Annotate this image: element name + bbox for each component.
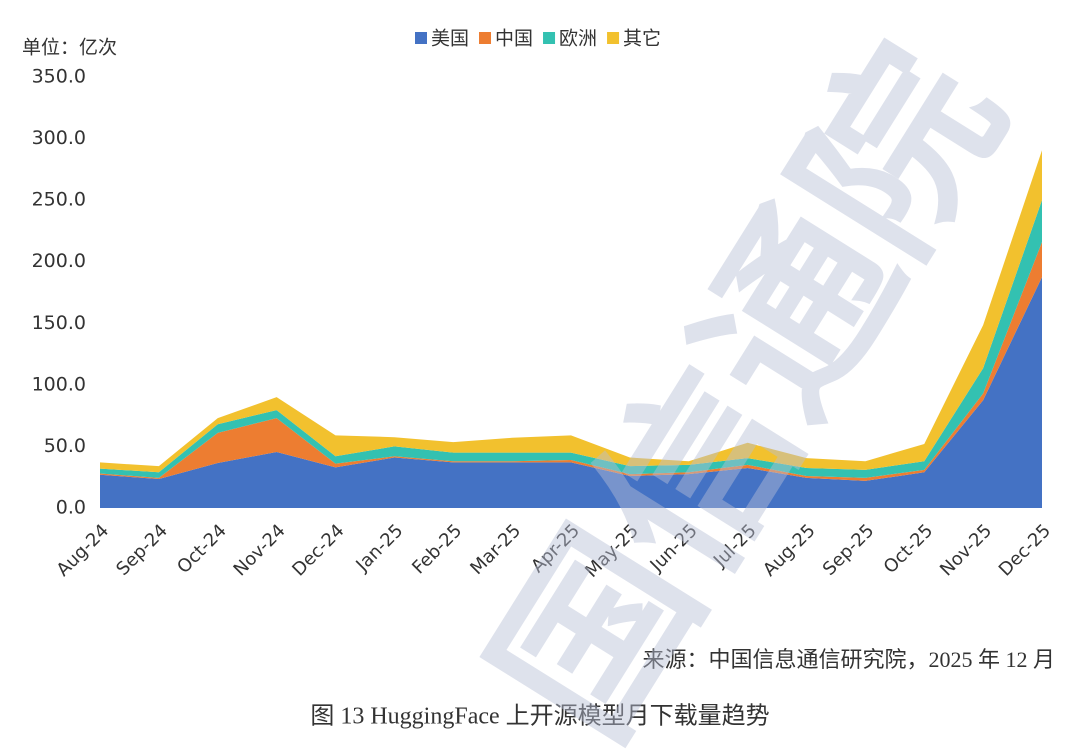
area	[100, 242, 1042, 481]
area	[100, 200, 1042, 478]
y-tick-label: 250.0	[32, 189, 86, 211]
x-tick-label: Oct-24	[173, 520, 231, 578]
legend-label: 欧洲	[559, 28, 597, 50]
y-tick-label: 0.0	[56, 497, 86, 519]
x-tick-label: Feb-25	[408, 520, 466, 578]
unit-label: 单位：亿次	[22, 37, 117, 59]
x-tick-label: Jan-25	[351, 520, 407, 576]
y-tick-label: 350.0	[32, 66, 86, 88]
area	[100, 150, 1042, 473]
y-tick-label: 200.0	[32, 250, 86, 272]
area	[100, 277, 1042, 508]
legend-swatch	[479, 32, 492, 44]
x-tick-label: Nov-24	[230, 520, 290, 580]
x-tick-label: Sep-25	[819, 520, 879, 580]
x-tick-label: Sep-24	[112, 520, 172, 580]
caption: 图 13 HuggingFace 上开源模型月下载量趋势	[310, 703, 769, 730]
y-tick-label: 50.0	[44, 435, 86, 457]
x-tick-label: Dec-24	[288, 520, 348, 580]
watermark: 国信通院	[454, 12, 1044, 750]
x-tick-label: Aug-24	[53, 520, 113, 580]
legend-label: 中国	[495, 28, 533, 50]
legend-label: 美国	[431, 28, 469, 50]
y-tick-label: 150.0	[32, 312, 86, 334]
legend-label: 其它	[623, 28, 661, 50]
legend-swatch	[543, 32, 556, 44]
y-tick-label: 300.0	[32, 127, 86, 149]
legend-swatch	[607, 32, 620, 44]
source: 来源：中国信息通信研究院，2025 年 12 月	[642, 647, 1055, 672]
x-tick-label: Oct-25	[880, 520, 938, 578]
x-tick-label: Dec-25	[995, 520, 1055, 580]
x-tick-label: Nov-25	[936, 520, 996, 580]
legend-swatch	[415, 32, 427, 44]
y-tick-label: 100.0	[32, 373, 86, 395]
